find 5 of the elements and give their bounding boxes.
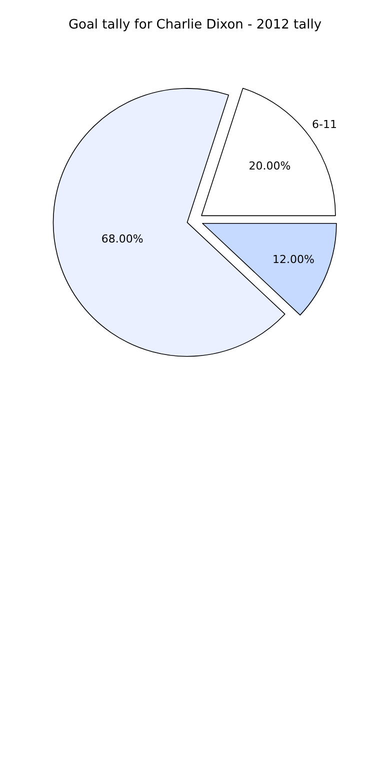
chart-title: Goal tally for Charlie Dixon - 2012 tally xyxy=(68,18,322,33)
data-label: 68.00% xyxy=(101,232,144,246)
data-label: 12.00% xyxy=(272,252,314,266)
slice-label: 6-11 xyxy=(312,118,337,131)
data-label: 20.00% xyxy=(248,160,291,173)
